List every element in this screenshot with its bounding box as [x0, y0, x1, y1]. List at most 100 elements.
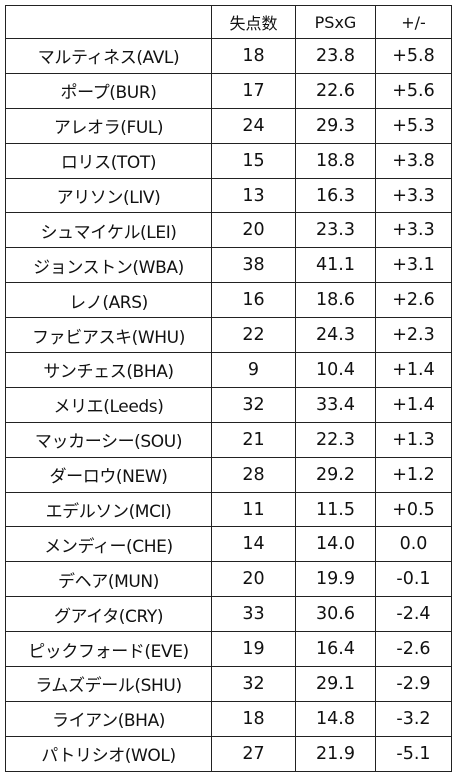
table-row: ライアン(BHA) 18 14.8 -3.2: [5, 700, 452, 737]
cell-goals-against: 24: [211, 107, 296, 144]
cell-goals-against: 19: [211, 631, 296, 668]
cell-diff: +3.3: [375, 177, 452, 214]
cell-player-name: マルティネス(AVL): [5, 38, 212, 74]
cell-diff: +0.5: [375, 491, 452, 528]
table-body: マルティネス(AVL) 18 23.8 +5.8 ポープ(BUR) 17 22.6 +5.6 ア…: [5, 38, 452, 772]
cell-psxg: 30.6: [295, 596, 376, 633]
cell-player-name: ジョンストン(WBA): [5, 247, 212, 284]
table-row: マッカーシー(SOU) 21 22.3 +1.3: [5, 421, 452, 458]
cell-player-name: シュマイケル(LEI): [5, 212, 212, 249]
cell-player-name: マッカーシー(SOU): [5, 421, 212, 458]
table-row: エデルソン(MCI) 11 11.5 +0.5: [5, 491, 452, 528]
cell-psxg: 22.6: [295, 72, 376, 109]
table-row: ファビアスキ(WHU) 22 24.3 +2.3: [5, 317, 452, 354]
cell-player-name: ラムズデール(SHU): [5, 666, 212, 702]
cell-psxg: 16.4: [295, 631, 376, 668]
header-row: 失点数 PSxG +/-: [5, 5, 452, 39]
cell-goals-against: 20: [211, 212, 296, 249]
table-row: シュマイケル(LEI) 20 23.3 +3.3: [5, 212, 452, 249]
cell-psxg: 16.3: [295, 177, 376, 214]
table-row: グアイタ(CRY) 33 30.6 -2.4: [5, 596, 452, 633]
cell-player-name: ピックフォード(EVE): [5, 631, 212, 668]
cell-diff: 0.0: [375, 526, 452, 563]
cell-goals-against: 17: [211, 72, 296, 109]
header-diff: +/-: [375, 5, 452, 39]
cell-diff: +3.8: [375, 142, 452, 179]
cell-diff: +5.8: [375, 38, 452, 74]
cell-psxg: 24.3: [295, 317, 376, 354]
cell-player-name: メリエ(Leeds): [5, 386, 212, 423]
cell-goals-against: 22: [211, 317, 296, 354]
cell-player-name: ライアン(BHA): [5, 700, 212, 737]
table-row: デヘア(MUN) 20 19.9 -0.1: [5, 561, 452, 598]
cell-diff: -0.1: [375, 561, 452, 598]
cell-goals-against: 28: [211, 456, 296, 493]
cell-diff: +3.1: [375, 247, 452, 284]
table-row: サンチェス(BHA) 9 10.4 +1.4: [5, 352, 452, 388]
table-row: レノ(ARS) 16 18.6 +2.6: [5, 282, 452, 319]
cell-diff: -3.2: [375, 700, 452, 737]
cell-diff: +2.3: [375, 317, 452, 354]
table-row: ラムズデール(SHU) 32 29.1 -2.9: [5, 666, 452, 702]
header-psxg: PSxG: [295, 5, 376, 39]
cell-goals-against: 32: [211, 386, 296, 423]
table-row: ポープ(BUR) 17 22.6 +5.6: [5, 72, 452, 109]
header-name: [5, 5, 212, 39]
cell-player-name: サンチェス(BHA): [5, 352, 212, 388]
cell-psxg: 18.8: [295, 142, 376, 179]
table-row: アリソン(LIV) 13 16.3 +3.3: [5, 177, 452, 214]
cell-goals-against: 33: [211, 596, 296, 633]
cell-psxg: 19.9: [295, 561, 376, 598]
cell-player-name: エデルソン(MCI): [5, 491, 212, 528]
table-row: アレオラ(FUL) 24 29.3 +5.3: [5, 107, 452, 144]
cell-player-name: グアイタ(CRY): [5, 596, 212, 633]
cell-psxg: 14.8: [295, 700, 376, 737]
cell-goals-against: 20: [211, 561, 296, 598]
table-row: メリエ(Leeds) 32 33.4 +1.4: [5, 386, 452, 423]
cell-player-name: アリソン(LIV): [5, 177, 212, 214]
cell-goals-against: 21: [211, 421, 296, 458]
table-row: メンディー(CHE) 14 14.0 0.0: [5, 526, 452, 563]
cell-diff: +5.6: [375, 72, 452, 109]
cell-diff: +1.4: [375, 386, 452, 423]
cell-psxg: 18.6: [295, 282, 376, 319]
cell-goals-against: 9: [211, 352, 296, 388]
header-goals-against: 失点数: [211, 5, 296, 39]
goalkeeper-stats-table: 失点数 PSxG +/- マルティネス(AVL) 18 23.8 +5.8 ポープ(BU…: [5, 5, 452, 772]
cell-goals-against: 18: [211, 38, 296, 74]
cell-diff: -2.6: [375, 631, 452, 668]
cell-goals-against: 16: [211, 282, 296, 319]
table-row: ピックフォード(EVE) 19 16.4 -2.6: [5, 631, 452, 668]
cell-player-name: レノ(ARS): [5, 282, 212, 319]
table-header: 失点数 PSxG +/-: [5, 5, 452, 39]
table-row: ダーロウ(NEW) 28 29.2 +1.2: [5, 456, 452, 493]
cell-diff: +5.3: [375, 107, 452, 144]
cell-goals-against: 38: [211, 247, 296, 284]
cell-goals-against: 15: [211, 142, 296, 179]
cell-goals-against: 14: [211, 526, 296, 563]
cell-psxg: 10.4: [295, 352, 376, 388]
cell-psxg: 29.3: [295, 107, 376, 144]
cell-diff: +3.3: [375, 212, 452, 249]
cell-diff: +1.4: [375, 352, 452, 388]
cell-psxg: 23.3: [295, 212, 376, 249]
cell-player-name: ロリス(TOT): [5, 142, 212, 179]
cell-psxg: 29.2: [295, 456, 376, 493]
cell-psxg: 14.0: [295, 526, 376, 563]
cell-psxg: 29.1: [295, 666, 376, 702]
cell-player-name: デヘア(MUN): [5, 561, 212, 598]
cell-player-name: ダーロウ(NEW): [5, 456, 212, 493]
cell-psxg: 33.4: [295, 386, 376, 423]
cell-psxg: 22.3: [295, 421, 376, 458]
cell-goals-against: 32: [211, 666, 296, 702]
cell-diff: -2.9: [375, 666, 452, 702]
cell-psxg: 41.1: [295, 247, 376, 284]
cell-psxg: 23.8: [295, 38, 376, 74]
table-row: ロリス(TOT) 15 18.8 +3.8: [5, 142, 452, 179]
cell-goals-against: 11: [211, 491, 296, 528]
cell-player-name: ポープ(BUR): [5, 72, 212, 109]
cell-goals-against: 13: [211, 177, 296, 214]
cell-player-name: ファビアスキ(WHU): [5, 317, 212, 354]
table-row: ジョンストン(WBA) 38 41.1 +3.1: [5, 247, 452, 284]
cell-diff: -2.4: [375, 596, 452, 633]
